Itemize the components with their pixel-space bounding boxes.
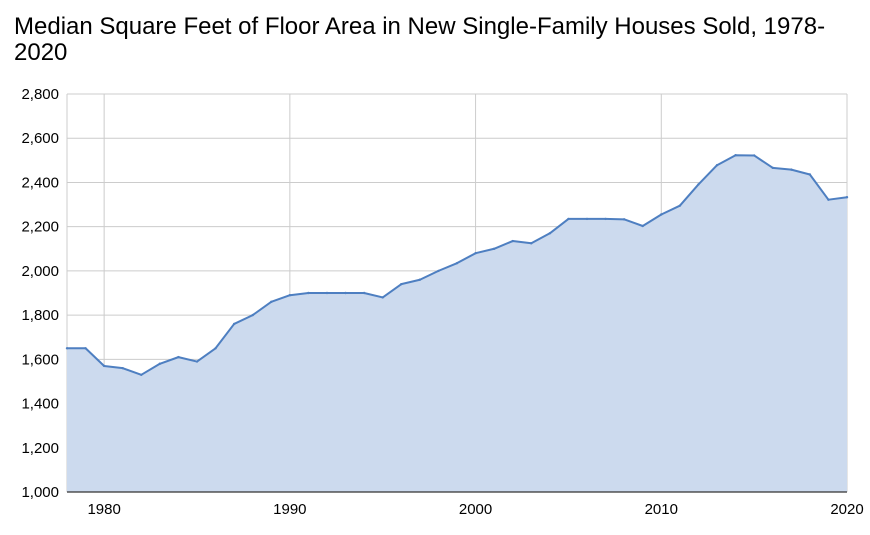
y-tick-label: 1,000 [21, 484, 59, 501]
data-point [232, 322, 236, 326]
data-point [455, 261, 459, 265]
x-tick-label: 2010 [645, 501, 678, 518]
y-tick-label: 1,400 [21, 396, 59, 413]
data-point [214, 347, 217, 350]
data-point [344, 291, 347, 295]
data-point [585, 217, 589, 221]
data-point [84, 347, 87, 350]
x-tick-label: 1990 [273, 501, 306, 518]
data-point [530, 242, 533, 245]
x-tick-label: 1980 [87, 501, 120, 518]
data-point [177, 355, 180, 359]
data-point [641, 224, 644, 228]
y-tick-label: 1,600 [21, 351, 59, 368]
y-tick-label: 2,600 [21, 130, 59, 147]
x-tick-label: 2000 [459, 501, 492, 518]
data-point [734, 154, 737, 157]
data-point [492, 247, 496, 250]
data-point [827, 198, 830, 201]
data-point [474, 252, 477, 255]
data-point [325, 291, 329, 295]
data-point [102, 364, 106, 368]
data-point [400, 282, 403, 286]
data-point [660, 213, 663, 216]
data-point [288, 294, 292, 297]
series-area-fill [67, 155, 847, 492]
data-point [790, 168, 793, 171]
y-tick-label: 2,400 [21, 174, 59, 191]
data-point [418, 278, 422, 281]
data-point [158, 362, 162, 365]
y-tick-label: 1,200 [21, 440, 59, 457]
data-point [771, 166, 774, 170]
data-point [715, 163, 719, 167]
y-tick-label: 1,800 [21, 307, 59, 324]
data-point [752, 154, 756, 157]
label-layer: 1,000 1,200 1,400 1,600 1,800 2,000 2,200 2,400… [21, 86, 863, 518]
data-point [511, 239, 514, 243]
data-point [362, 291, 366, 295]
y-tick-label: 2,000 [21, 263, 59, 280]
chart-title: Median Square Feet of Floor Area in New … [14, 13, 826, 66]
data-point [65, 347, 69, 350]
data-point [845, 196, 849, 199]
data-point [121, 366, 124, 370]
data-point [678, 204, 682, 207]
data-point [604, 217, 607, 221]
area-layer [65, 154, 849, 492]
data-point [697, 183, 700, 186]
data-point [437, 269, 440, 273]
data-point [567, 217, 570, 221]
data-point [195, 360, 199, 363]
data-point [307, 291, 310, 295]
data-point [548, 232, 552, 235]
data-point [381, 296, 384, 299]
data-point [251, 313, 254, 317]
data-point [270, 300, 273, 304]
data-point [622, 218, 626, 221]
data-point [140, 373, 143, 377]
x-tick-label: 2020 [830, 501, 863, 518]
y-tick-label: 2,800 [21, 86, 59, 103]
y-tick-label: 2,200 [21, 219, 59, 236]
data-point [808, 173, 812, 176]
